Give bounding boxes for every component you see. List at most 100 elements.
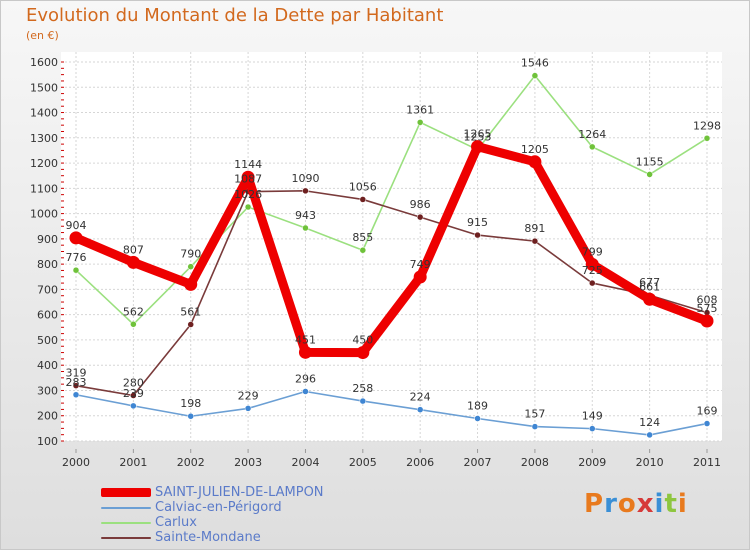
- x-tick-label: 2001: [119, 456, 147, 469]
- legend-swatch: [101, 521, 151, 524]
- series-point-0: [184, 277, 198, 291]
- logo-letter: x: [636, 489, 655, 519]
- x-tick-label: 2006: [406, 456, 434, 469]
- data-label: 1361: [406, 103, 434, 116]
- proxiti-logo: Proxiti: [584, 489, 688, 519]
- legend-label: SAINT-JULIEN-DE-LAMPON: [155, 485, 324, 500]
- x-tick-label: 2004: [291, 456, 319, 469]
- legend-label: Calviac-en-Périgord: [155, 500, 282, 515]
- data-label: 319: [66, 367, 87, 380]
- legend-label: Sainte-Mondane: [155, 530, 261, 545]
- data-label: 749: [410, 258, 431, 271]
- data-label: 169: [697, 405, 718, 418]
- logo-letter: i: [654, 489, 665, 519]
- y-tick-label: 100: [37, 435, 58, 448]
- data-label: 807: [123, 243, 144, 256]
- series-point-3: [416, 213, 424, 221]
- y-tick-label: 1300: [30, 132, 58, 145]
- logo-letter: r: [604, 489, 618, 519]
- data-label: 1056: [349, 180, 377, 193]
- data-label: 799: [582, 245, 603, 258]
- logo-letter: t: [664, 489, 678, 519]
- data-label: 986: [410, 198, 431, 211]
- data-label: 915: [467, 216, 488, 229]
- data-label: 661: [639, 280, 660, 293]
- series-point-2: [244, 203, 252, 211]
- y-tick-label: 800: [37, 258, 58, 271]
- series-point-1: [646, 431, 653, 439]
- data-label: 1298: [693, 119, 721, 132]
- series-point-2: [703, 135, 711, 142]
- y-tick-label: 900: [37, 233, 58, 246]
- data-label: 562: [123, 305, 144, 318]
- data-label: 451: [295, 333, 316, 346]
- series-point-3: [130, 392, 137, 399]
- data-label: 1546: [521, 57, 549, 70]
- series-point-0: [585, 257, 599, 271]
- series-point-0: [241, 170, 255, 184]
- series-point-3: [187, 321, 194, 328]
- series-point-2: [416, 119, 424, 126]
- y-tick-label: 1600: [30, 56, 58, 69]
- y-tick-label: 300: [37, 384, 58, 397]
- data-label: 904: [66, 219, 87, 232]
- series-point-2: [130, 321, 137, 328]
- x-tick-label: 2007: [464, 456, 492, 469]
- data-label: 296: [295, 372, 316, 385]
- data-label: 1155: [636, 155, 664, 168]
- data-label: 790: [180, 248, 201, 261]
- series-point-1: [589, 425, 596, 432]
- data-label: 1087: [234, 173, 262, 186]
- data-label: 891: [524, 222, 545, 235]
- series-point-2: [589, 143, 596, 151]
- legend-label: Carlux: [155, 515, 197, 530]
- series-point-2: [302, 224, 309, 232]
- legend-item: Carlux: [101, 515, 324, 530]
- data-label: 198: [180, 397, 201, 410]
- data-label: 1265: [464, 128, 492, 141]
- series-point-3: [589, 279, 596, 287]
- y-tick-label: 1500: [30, 81, 58, 94]
- legend-item: Sainte-Mondane: [101, 530, 324, 545]
- chart-legend: SAINT-JULIEN-DE-LAMPON Calviac-en-Périgor…: [101, 485, 324, 545]
- y-tick-label: 500: [37, 334, 58, 347]
- x-tick-label: 2000: [62, 456, 90, 469]
- chart-subtitle: (en €): [26, 29, 59, 42]
- series-point-1: [359, 397, 367, 405]
- y-tick-label: 200: [37, 410, 58, 423]
- series-point-2: [187, 263, 194, 270]
- series-point-1: [244, 405, 252, 412]
- data-label: 450: [352, 334, 373, 347]
- data-label: 1144: [234, 158, 262, 171]
- x-tick-label: 2005: [349, 456, 377, 469]
- series-point-0: [643, 292, 657, 306]
- data-label: 1026: [234, 188, 262, 201]
- data-label: 157: [524, 408, 545, 421]
- series-point-1: [187, 412, 194, 420]
- series-point-3: [474, 231, 481, 239]
- logo-letter: i: [677, 489, 688, 519]
- x-tick-label: 2008: [521, 456, 549, 469]
- series-point-2: [531, 72, 539, 79]
- data-label: 943: [295, 209, 316, 222]
- legend-swatch: [101, 488, 151, 497]
- series-point-0: [471, 140, 485, 154]
- data-label: 280: [123, 377, 144, 390]
- legend-swatch: [101, 536, 151, 539]
- series-point-3: [72, 382, 80, 389]
- x-tick-label: 2003: [234, 456, 262, 469]
- series-point-1: [531, 423, 539, 430]
- series-point-1: [416, 406, 424, 413]
- legend-swatch: [101, 506, 151, 509]
- data-label: 575: [697, 302, 718, 315]
- series-point-3: [302, 187, 309, 195]
- data-label: 149: [582, 410, 603, 423]
- data-label: 189: [467, 400, 488, 413]
- series-line-3: [75, 190, 708, 397]
- series-line-0: [71, 142, 712, 358]
- series-point-1: [474, 415, 481, 422]
- series-line-1: [75, 390, 708, 436]
- series-point-0: [69, 231, 83, 245]
